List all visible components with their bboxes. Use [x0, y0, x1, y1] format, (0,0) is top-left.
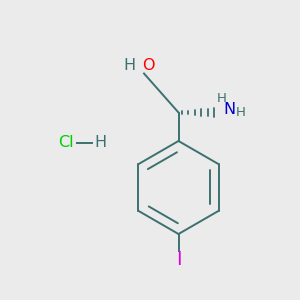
Text: H: H	[94, 135, 106, 150]
Text: N: N	[224, 102, 236, 117]
Text: H: H	[123, 58, 135, 74]
Text: H: H	[217, 92, 227, 105]
Text: I: I	[176, 250, 181, 269]
Text: O: O	[142, 58, 154, 74]
Text: Cl: Cl	[58, 135, 74, 150]
Text: H: H	[236, 106, 246, 119]
